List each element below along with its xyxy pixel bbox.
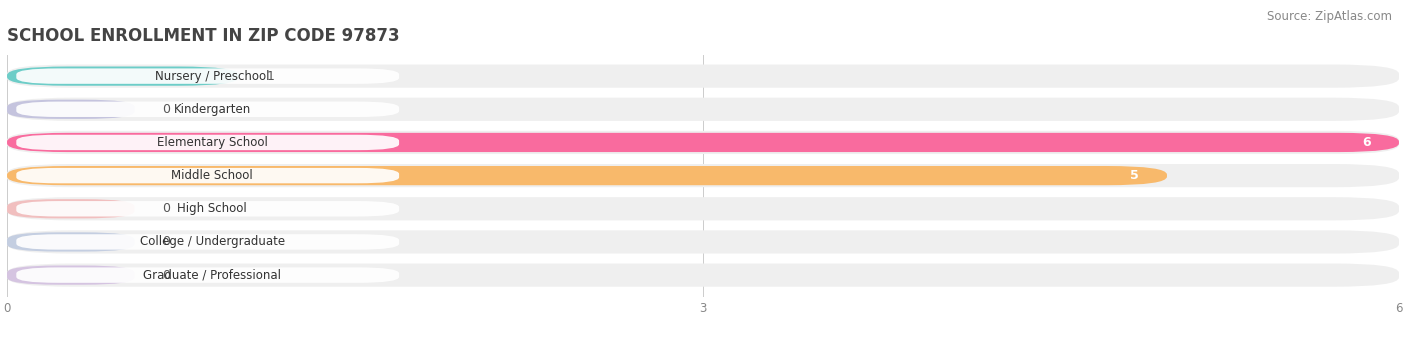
FancyBboxPatch shape: [7, 230, 1399, 254]
Text: 6: 6: [1362, 136, 1371, 149]
Text: 0: 0: [163, 103, 170, 116]
FancyBboxPatch shape: [17, 69, 399, 84]
Text: Source: ZipAtlas.com: Source: ZipAtlas.com: [1267, 10, 1392, 23]
FancyBboxPatch shape: [17, 201, 399, 217]
Text: 1: 1: [267, 70, 274, 83]
FancyBboxPatch shape: [17, 267, 399, 283]
FancyBboxPatch shape: [7, 266, 135, 285]
FancyBboxPatch shape: [17, 168, 399, 183]
Text: College / Undergraduate: College / Undergraduate: [139, 235, 285, 249]
Text: SCHOOL ENROLLMENT IN ZIP CODE 97873: SCHOOL ENROLLMENT IN ZIP CODE 97873: [7, 27, 399, 45]
Text: Nursery / Preschool: Nursery / Preschool: [155, 70, 270, 83]
Text: 0: 0: [163, 269, 170, 282]
Text: 5: 5: [1130, 169, 1139, 182]
FancyBboxPatch shape: [7, 232, 135, 252]
Text: Kindergarten: Kindergarten: [174, 103, 250, 116]
FancyBboxPatch shape: [17, 135, 399, 150]
Text: Graduate / Professional: Graduate / Professional: [143, 269, 281, 282]
Text: High School: High School: [177, 202, 247, 215]
FancyBboxPatch shape: [7, 100, 135, 119]
Text: 0: 0: [163, 235, 170, 249]
FancyBboxPatch shape: [7, 66, 239, 86]
FancyBboxPatch shape: [7, 164, 1399, 187]
FancyBboxPatch shape: [17, 102, 399, 117]
FancyBboxPatch shape: [7, 166, 1167, 185]
FancyBboxPatch shape: [7, 133, 1399, 152]
FancyBboxPatch shape: [7, 98, 1399, 121]
FancyBboxPatch shape: [7, 199, 135, 218]
Text: Middle School: Middle School: [172, 169, 253, 182]
FancyBboxPatch shape: [7, 197, 1399, 220]
Text: 0: 0: [163, 202, 170, 215]
FancyBboxPatch shape: [7, 264, 1399, 287]
FancyBboxPatch shape: [17, 234, 399, 250]
Text: Elementary School: Elementary School: [157, 136, 267, 149]
FancyBboxPatch shape: [7, 131, 1399, 154]
FancyBboxPatch shape: [7, 64, 1399, 88]
